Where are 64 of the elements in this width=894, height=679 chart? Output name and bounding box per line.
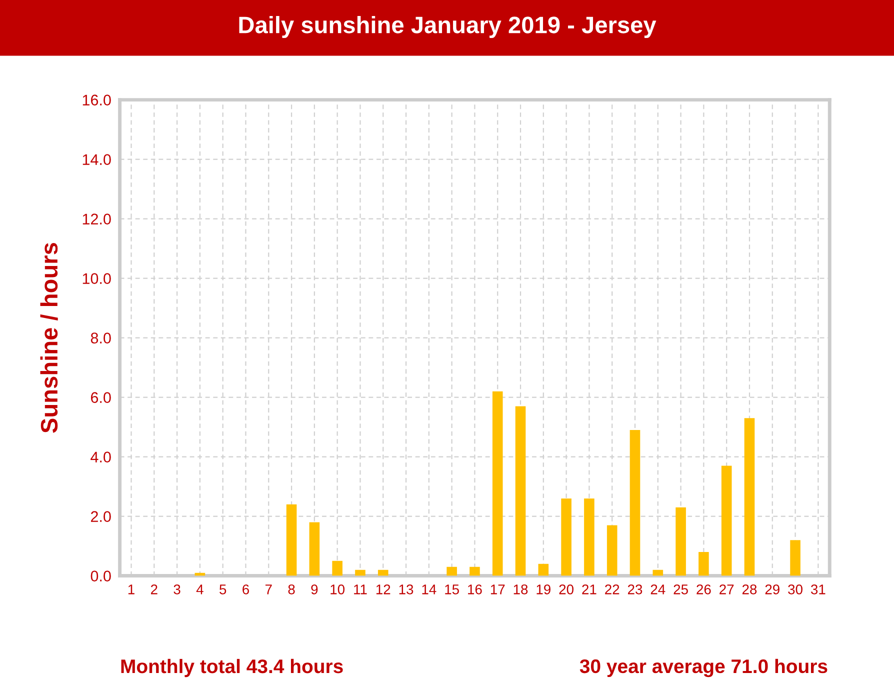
y-tick-label: 12.0 (82, 214, 111, 224)
x-tick-label: 13 (399, 584, 414, 594)
x-tick-label: 28 (742, 584, 757, 594)
bar (446, 566, 457, 576)
y-tick-label: 16.0 (82, 94, 111, 106)
bar (790, 540, 800, 576)
bar (538, 564, 549, 576)
bar (561, 498, 572, 576)
bar (470, 566, 480, 576)
x-tick-label: 7 (265, 584, 272, 594)
y-tick-label: 6.0 (91, 392, 111, 403)
y-tick-label: 10.0 (82, 273, 111, 284)
x-tick-label: 17 (490, 584, 505, 594)
x-tick-label: 9 (311, 584, 318, 594)
x-tick-label: 10 (330, 584, 345, 594)
x-tick-label: 31 (810, 584, 826, 594)
bar (744, 418, 755, 576)
bar (721, 466, 732, 576)
bar (332, 560, 342, 576)
x-tick-label: 12 (376, 584, 390, 594)
bar (286, 504, 297, 576)
x-tick-label: 5 (220, 584, 226, 594)
x-tick-label: 14 (422, 584, 436, 594)
x-tick-label: 24 (650, 584, 666, 594)
x-tick-label: 21 (582, 584, 596, 594)
bar (676, 507, 686, 576)
y-tick-label: 0.0 (90, 570, 111, 582)
bar (584, 498, 594, 576)
x-tick-label: 18 (514, 584, 528, 594)
x-tick-label: 29 (765, 584, 780, 594)
bar (698, 552, 709, 576)
bar (309, 522, 320, 576)
bar (630, 430, 640, 576)
text: Monthly total 43.4 hours (121, 658, 343, 678)
x-tick-label: 15 (445, 584, 459, 594)
x-tick-label: 16 (468, 584, 482, 594)
x-tick-label: 23 (628, 584, 642, 594)
chart-title: Daily sunshine January 2019 - Jersey (239, 16, 656, 38)
x-tick-label: 19 (536, 584, 550, 594)
x-tick-label: 11 (354, 584, 367, 594)
x-tick-label: 27 (720, 584, 734, 594)
bar (492, 391, 503, 576)
y-axis-title: Sunshine / hours (40, 243, 58, 433)
x-tick-label: 6 (242, 584, 249, 594)
y-tick-label: 14.0 (82, 154, 111, 165)
bar (355, 570, 366, 576)
x-tick-label: 26 (696, 584, 711, 594)
bar (515, 406, 526, 576)
text: 30 year average 71.0 hours (580, 658, 828, 678)
y-tick-label: 2.0 (90, 511, 111, 522)
y-tick-label: 8.0 (90, 332, 111, 344)
bar (652, 570, 664, 576)
x-tick-label: 1 (128, 584, 134, 594)
x-tick-label: 3 (174, 584, 180, 594)
bar (378, 570, 388, 576)
x-tick-label: 30 (788, 584, 802, 594)
x-tick-label: 22 (605, 584, 620, 594)
x-tick-label: 20 (559, 584, 574, 594)
x-tick-label: 25 (674, 584, 688, 594)
x-tick-label: 8 (288, 584, 295, 594)
bar (606, 525, 618, 576)
x-tick-label: 2 (150, 584, 158, 594)
x-tick-label: 4 (196, 584, 204, 594)
y-tick-label: 4.0 (90, 452, 111, 462)
